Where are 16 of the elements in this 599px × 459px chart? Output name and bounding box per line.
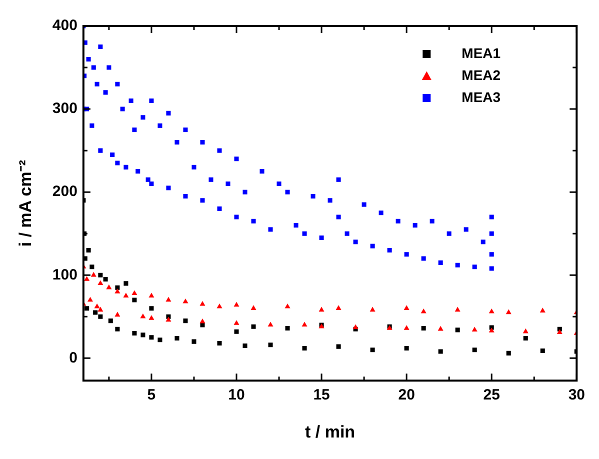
y-tick-label: 400 xyxy=(52,17,78,34)
y-tick-label: 300 xyxy=(52,100,78,118)
x-tick-label: 25 xyxy=(483,386,500,404)
x-tick-label: 20 xyxy=(398,386,415,404)
legend-label: MEA2 xyxy=(462,66,501,83)
x-tick-label: 30 xyxy=(568,386,585,404)
legend-label: MEA1 xyxy=(462,44,501,61)
x-tick-label: 10 xyxy=(228,386,245,404)
x-axis-title: t / min xyxy=(305,422,356,442)
y-axis-title: i / mA cm⁻² xyxy=(16,160,35,247)
y-tick-label: 100 xyxy=(52,266,78,284)
y-tick-label: 200 xyxy=(52,183,78,200)
legend-label: MEA3 xyxy=(462,88,501,105)
x-tick-label: 15 xyxy=(313,386,330,404)
y-tick-label: 0 xyxy=(69,349,78,366)
x-tick-label: 5 xyxy=(147,386,156,404)
